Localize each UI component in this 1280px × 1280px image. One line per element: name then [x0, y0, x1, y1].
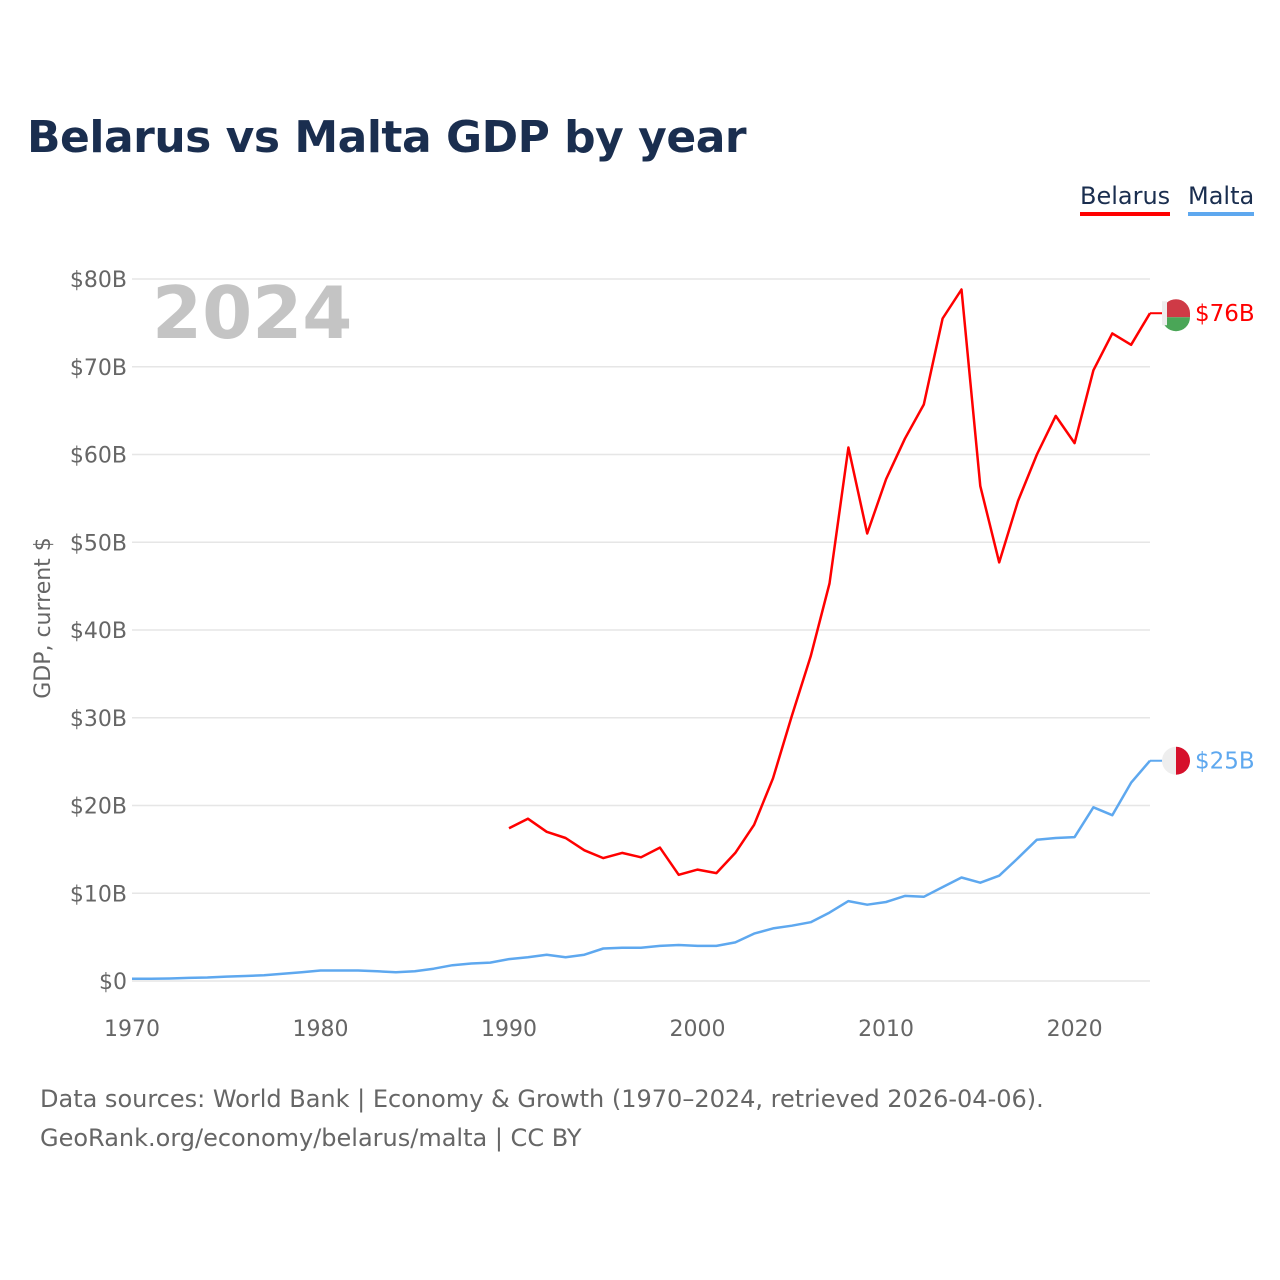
y-tick-label: $60B	[70, 444, 127, 469]
y-tick-label: $30B	[70, 707, 127, 732]
series-line-malta[interactable]	[131, 759, 1151, 981]
malta-flag-icon	[1162, 746, 1190, 775]
source-text: Data sources: World Bank | Economy & Gro…	[40, 1085, 1044, 1113]
y-tick-label: $0	[99, 970, 127, 995]
y-tick-label: $20B	[70, 795, 127, 820]
legend-belarus[interactable]: Belarus	[1080, 182, 1171, 216]
y-tick-label: $40B	[70, 619, 127, 644]
x-tick-label: 2010	[858, 1017, 914, 1042]
end-value-label: $25B	[1195, 749, 1255, 775]
series-line-belarus[interactable]	[508, 288, 1152, 877]
y-axis-label: GDP, current $	[31, 537, 56, 699]
end-value-label: $76B	[1195, 301, 1255, 327]
x-tick-label: 1970	[104, 1017, 160, 1042]
y-tick-label: $50B	[70, 531, 127, 556]
y-tick-label: $10B	[70, 882, 127, 907]
y-tick-label: $70B	[70, 356, 127, 381]
legend-malta[interactable]: Malta	[1188, 182, 1255, 216]
source-link[interactable]: GeoRank.org/economy/belarus/malta | CC B…	[40, 1124, 582, 1152]
x-tick-label: 1990	[481, 1017, 537, 1042]
x-tick-label: 1980	[293, 1017, 349, 1042]
y-tick-label: $80B	[70, 268, 127, 293]
x-tick-label: 2020	[1047, 1017, 1103, 1042]
belarus-flag-icon	[1162, 299, 1190, 332]
x-tick-label: 2000	[670, 1017, 726, 1042]
chart-title: Belarus vs Malta GDP by year	[27, 112, 747, 163]
year-label: 2024	[152, 271, 352, 355]
